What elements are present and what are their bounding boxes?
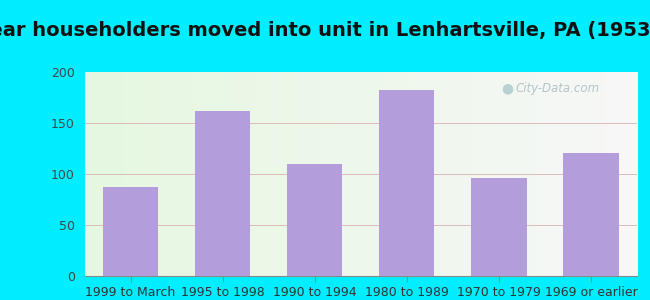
- Text: City-Data.com: City-Data.com: [515, 82, 599, 95]
- Bar: [379, 90, 434, 276]
- Bar: [471, 178, 526, 276]
- Bar: [195, 111, 250, 276]
- Bar: [287, 164, 343, 276]
- Text: Year householders moved into unit in Lenhartsville, PA (19534): Year householders moved into unit in Len…: [0, 21, 650, 40]
- Text: ●: ●: [502, 81, 514, 95]
- Bar: [103, 187, 158, 276]
- Bar: [564, 153, 619, 276]
